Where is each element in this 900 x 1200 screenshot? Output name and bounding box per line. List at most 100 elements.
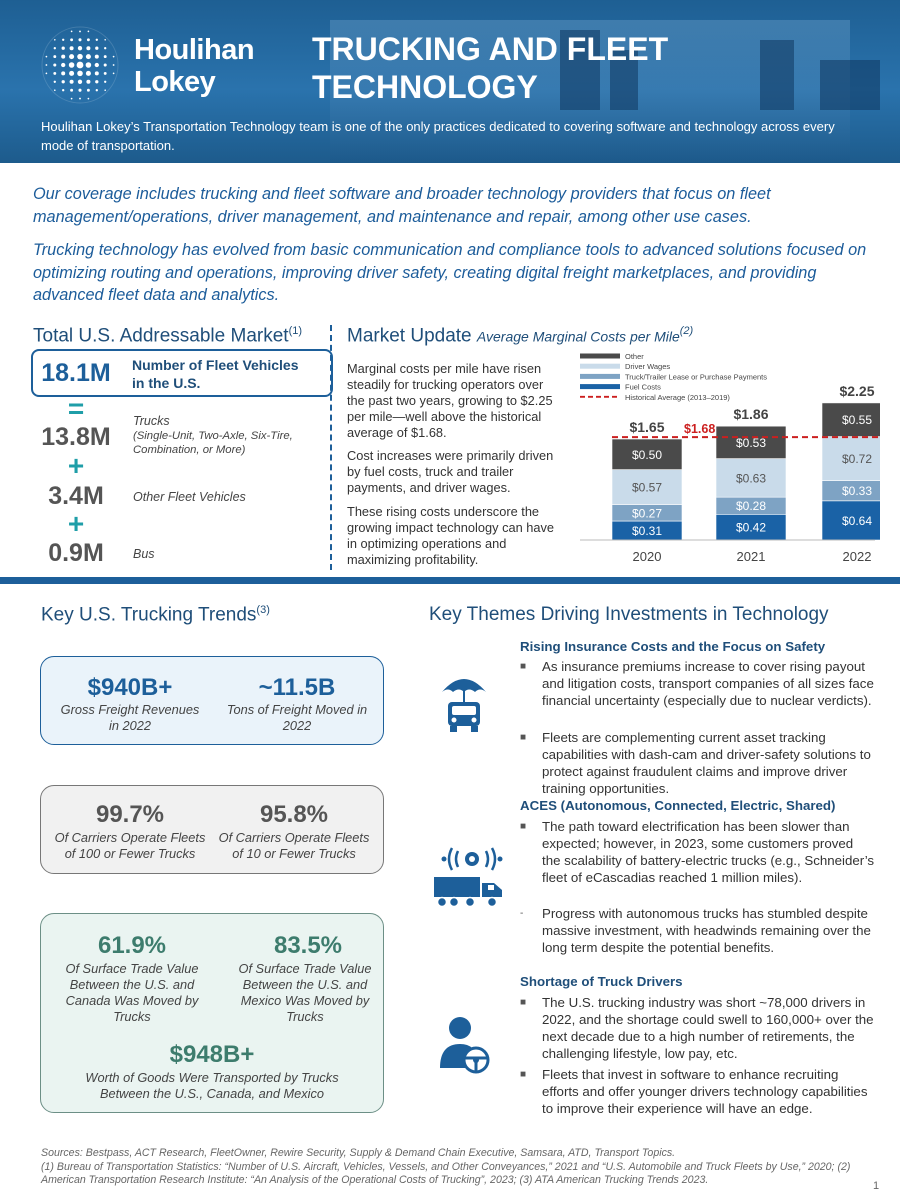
legend-label: Other	[625, 352, 644, 361]
logo-dot	[69, 54, 75, 60]
logo-dot	[104, 89, 106, 91]
bar-total-label: $1.86	[733, 406, 768, 422]
driver-icon	[440, 1017, 490, 1074]
trends-card-carriers	[40, 785, 384, 874]
logo-dot	[68, 62, 75, 68]
x-tick-label: 2021	[737, 549, 766, 564]
market-update-heading-text: Market Update	[347, 325, 472, 347]
logo-dot	[77, 79, 83, 84]
bullet-text: As insurance premiums increase to cover …	[542, 659, 874, 708]
page-title: TRUCKING AND FLEET TECHNOLOGY	[312, 30, 668, 106]
logo-dot	[85, 70, 91, 76]
bar-total-label: $2.25	[839, 383, 874, 399]
bar-data-label: $0.33	[842, 484, 872, 498]
logo-dot	[86, 46, 91, 51]
connected-truck-icon	[434, 847, 503, 908]
bar-segment	[715, 513, 787, 541]
logo-dot	[45, 55, 48, 58]
trends-card-revenue	[40, 656, 384, 745]
logo-dot	[53, 63, 57, 67]
freight-revenue-label: Gross Freight Revenues in 2022	[60, 702, 200, 733]
logo-dot	[62, 38, 65, 41]
logo-dot	[76, 61, 84, 69]
bar-data-label: $0.57	[632, 481, 662, 495]
logo-dot	[103, 55, 107, 59]
logo-dot	[103, 63, 107, 67]
logo-dot	[61, 62, 66, 68]
carriers-10-label: Of Carriers Operate Fleets of 10 or Fewe…	[218, 830, 370, 861]
logo-dot	[112, 72, 115, 75]
plus-sign: +	[67, 450, 85, 481]
banner-building	[610, 50, 638, 110]
bar-data-label: $0.42	[736, 521, 766, 535]
tam-total-box	[31, 349, 333, 397]
theme-drivers-bullet: ■ The U.S. trucking industry was short ~7…	[520, 994, 875, 1062]
bullet-text: Fleets that invest in software to enhanc…	[542, 1067, 868, 1116]
tam-trucks-value: 13.8M	[41, 423, 111, 451]
header-subtitle: Houlihan Lokey’s Transportation Technolo…	[41, 119, 835, 153]
logo-dot	[104, 80, 107, 83]
historical-average-label: $1.68	[684, 422, 715, 436]
logo-dot	[69, 46, 74, 51]
logo-dot	[86, 38, 90, 42]
market-update-paragraph-1: Marginal costs per mile have risen stead…	[347, 361, 553, 440]
tam-heading-footnote: (1)	[288, 325, 303, 337]
x-tick-label: 2022	[843, 549, 872, 564]
page-number: 1	[873, 1180, 880, 1192]
sources-line: Sources: Bestpass, ACT Research, FleetOw…	[41, 1147, 676, 1159]
bullet-text: Fleets are complementing current asset t…	[542, 730, 871, 796]
footnotes-line: (1) Bureau of Transportation Statistics:…	[41, 1160, 851, 1187]
trends-heading-text: Key U.S. Trucking Trends	[41, 604, 257, 626]
logo-dot	[86, 79, 91, 84]
bar-data-label: $0.50	[632, 448, 662, 462]
trends-heading-footnote: (3)	[256, 604, 270, 616]
tam-trucks-sublabel: (Single-Unit, Two-Axle, Six-Tire, Combin…	[133, 430, 293, 456]
logo-dot	[86, 88, 90, 92]
logo-dot	[45, 72, 48, 75]
logo-dot	[70, 88, 74, 92]
logo-dot	[104, 47, 107, 50]
theme-insurance-bullet: ■ As insurance premiums increase to cover…	[520, 658, 875, 709]
logo-line-2: Lokey	[134, 66, 216, 98]
trends-card-trade	[40, 913, 384, 1113]
banner-building	[820, 60, 880, 110]
theme-aces-bullet: ■ The path toward electrification has bee…	[520, 818, 875, 886]
freight-revenue-value: $940B+	[87, 674, 173, 701]
tam-bus-label: Bus	[133, 547, 155, 561]
logo-dot	[85, 62, 92, 68]
logo-dot	[79, 97, 81, 100]
trends-heading: Key U.S. Trucking Trends(3)	[41, 604, 270, 626]
logo-dot	[78, 88, 82, 92]
banner-building	[760, 40, 794, 110]
bullet-marker: -	[520, 908, 524, 919]
trade-total-value: $948B+	[169, 1041, 255, 1068]
market-update-subheading: Average Marginal Costs per Mile	[476, 328, 680, 345]
tam-other-vehicles-value: 3.4M	[48, 482, 104, 510]
logo-dot	[104, 39, 106, 41]
freight-tons-value: ~11.5B	[258, 674, 336, 701]
bar-data-label: $0.31	[632, 524, 662, 538]
bullet-marker: ■	[520, 661, 527, 672]
market-update-paragraph-3: These rising costs underscore the growin…	[347, 504, 555, 567]
sources-footnote: Sources: Bestpass, ACT Research, FleetOw…	[41, 1147, 871, 1188]
theme-aces-title: ACES (Autonomous, Connected, Electric, S…	[520, 798, 836, 813]
intro-paragraph-1: Our coverage includes trucking and fleet…	[33, 185, 771, 226]
logo-dot	[53, 55, 57, 59]
logo-dot	[54, 39, 56, 41]
x-tick-label: 2020	[633, 549, 662, 564]
freight-tons-label: Tons of Freight Moved in 2022	[226, 702, 368, 733]
carriers-100-value: 99.7%	[95, 801, 165, 828]
bar-data-label: $0.27	[632, 506, 662, 520]
legend-label: Fuel Costs	[625, 383, 661, 392]
legend-swatch	[580, 384, 620, 390]
legend-swatch	[580, 373, 620, 379]
logo-dot	[103, 71, 107, 75]
logo-dot	[62, 89, 65, 92]
bullet-marker: ■	[520, 1069, 527, 1080]
bullet-text: Progress with autonomous trucks has stum…	[542, 906, 871, 955]
header-banner: Houlihan Lokey TRUCKING AND FLEET TECHNO…	[0, 0, 900, 163]
logo-dot	[95, 46, 99, 50]
market-update-footnote: (2)	[679, 325, 694, 337]
bar-total-label: $1.65	[629, 419, 664, 435]
